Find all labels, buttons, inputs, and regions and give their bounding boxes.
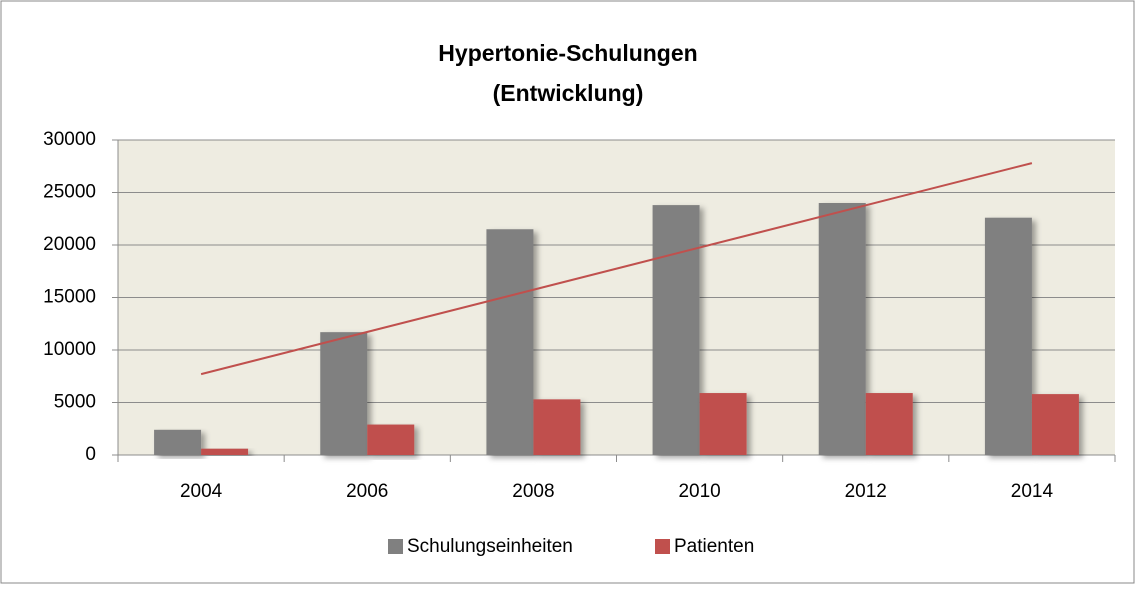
bar bbox=[201, 448, 249, 455]
x-tick-label: 2006 bbox=[346, 481, 388, 502]
y-tick-label: 20000 bbox=[43, 234, 96, 255]
bar bbox=[154, 429, 202, 455]
y-tick-label: 15000 bbox=[43, 287, 96, 308]
x-tick-label: 2014 bbox=[1011, 481, 1054, 502]
chart-title: (Entwicklung) bbox=[493, 80, 644, 106]
trendline bbox=[200, 162, 1033, 376]
x-tick-label: 2004 bbox=[180, 481, 223, 502]
y-tick-label: 0 bbox=[85, 444, 96, 465]
legend-swatch bbox=[388, 539, 403, 554]
legend-swatch bbox=[655, 539, 670, 554]
y-tick-label: 30000 bbox=[43, 129, 96, 150]
bar bbox=[367, 424, 415, 455]
x-tick-label: 2012 bbox=[845, 481, 887, 502]
bar bbox=[865, 393, 913, 455]
bar bbox=[652, 205, 700, 455]
y-tick-label: 25000 bbox=[43, 182, 96, 203]
bar bbox=[1031, 394, 1079, 455]
bar bbox=[818, 203, 866, 455]
bar bbox=[486, 229, 534, 455]
x-tick-label: 2008 bbox=[512, 481, 554, 502]
x-tick-label: 2010 bbox=[678, 481, 720, 502]
bar bbox=[320, 332, 368, 455]
y-tick-label: 5000 bbox=[54, 392, 96, 413]
bar bbox=[533, 399, 581, 455]
bar bbox=[699, 393, 747, 455]
y-tick-label: 10000 bbox=[43, 339, 96, 360]
legend-label: Schulungseinheiten bbox=[407, 536, 573, 557]
bar bbox=[984, 217, 1032, 455]
legend-label: Patienten bbox=[674, 536, 754, 557]
chart-title: Hypertonie-Schulungen bbox=[438, 40, 697, 66]
